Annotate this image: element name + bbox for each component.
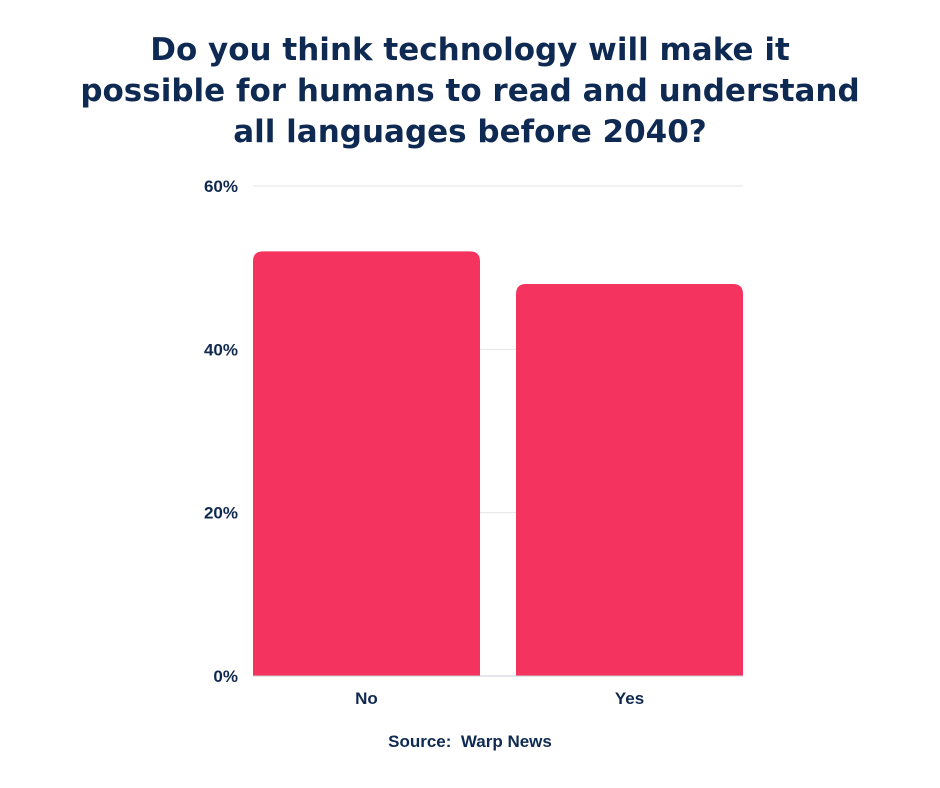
chart-title: Do you think technology will make it pos… bbox=[80, 32, 860, 150]
y-axis-tick-labels: 0% 20% 40% 60% bbox=[204, 177, 238, 686]
source-note: Source: Warp News bbox=[0, 732, 940, 752]
bars bbox=[253, 251, 743, 677]
bar-no bbox=[253, 251, 480, 677]
source-label: Source: bbox=[388, 732, 452, 751]
y-tick-label: 40% bbox=[204, 340, 238, 359]
y-tick-label: 60% bbox=[204, 177, 238, 196]
x-axis-tick-labels: No Yes bbox=[355, 689, 644, 708]
x-tick-label: Yes bbox=[615, 689, 644, 708]
x-tick-label: No bbox=[355, 689, 378, 708]
bar-yes bbox=[516, 284, 743, 676]
y-tick-label: 20% bbox=[204, 504, 238, 523]
y-tick-label: 0% bbox=[213, 667, 238, 686]
source-value: Warp News bbox=[460, 732, 552, 751]
